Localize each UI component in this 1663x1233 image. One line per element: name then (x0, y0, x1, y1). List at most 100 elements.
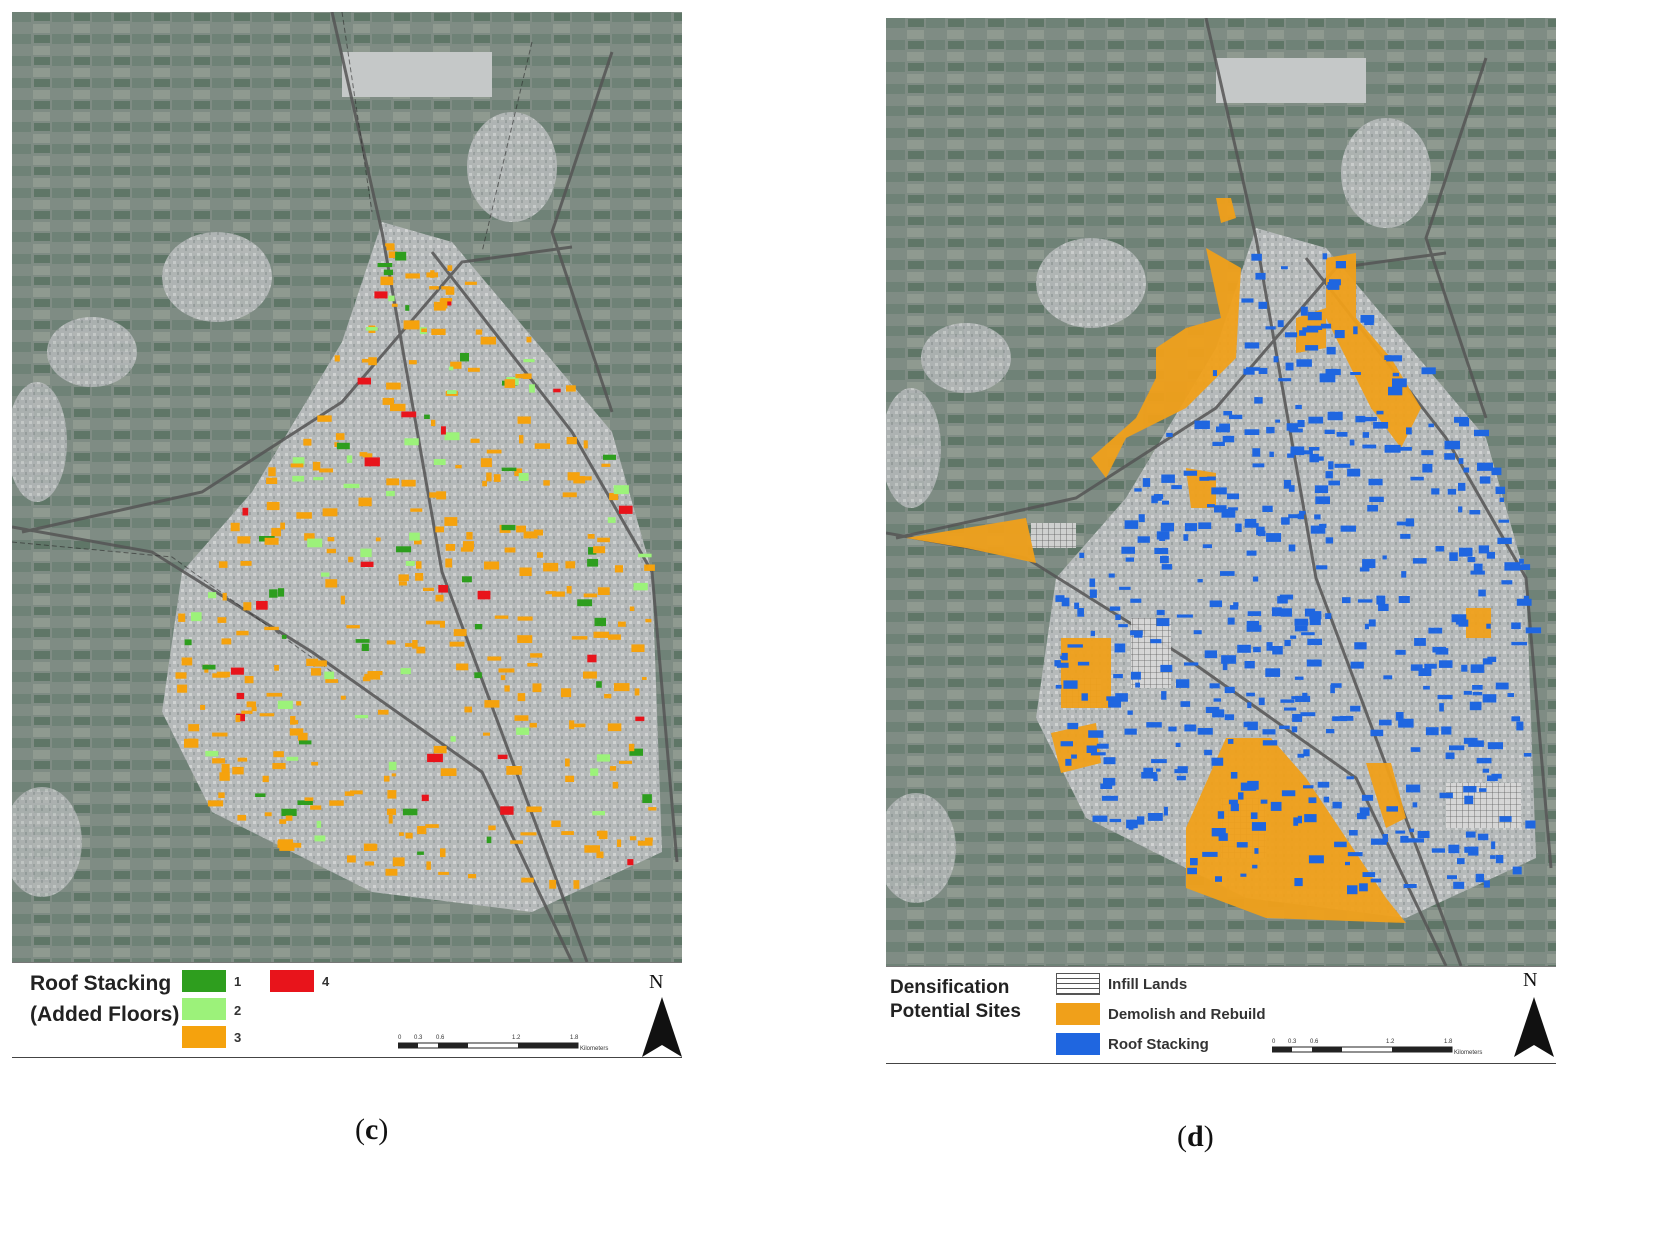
parcel (1211, 487, 1227, 495)
parcel (1371, 838, 1387, 845)
parcel (1147, 813, 1163, 821)
parcel (1246, 625, 1262, 632)
parcel (445, 558, 453, 568)
parcel (1213, 698, 1221, 702)
parcel (1474, 429, 1489, 437)
parcel (483, 732, 490, 736)
parcel (1137, 816, 1145, 825)
parcel (1086, 745, 1097, 753)
parcel (1217, 811, 1225, 819)
parcel (1171, 485, 1182, 490)
parcel (1491, 467, 1502, 476)
parcel (1384, 444, 1401, 453)
parcel (438, 871, 449, 875)
parcel (408, 360, 417, 365)
parcel (1483, 880, 1490, 888)
parcel (609, 493, 619, 501)
parcel (474, 624, 483, 630)
parcel (319, 468, 333, 473)
parcel (404, 438, 419, 446)
parcel (1422, 463, 1433, 473)
parcel (1475, 873, 1484, 883)
satellite-map-c (12, 12, 682, 962)
parcel (1388, 386, 1403, 396)
legend-label-demolish: Demolish and Rebuild (1108, 1006, 1266, 1023)
parcel (1350, 705, 1361, 712)
parcel (1467, 557, 1476, 563)
parcel (405, 643, 418, 647)
parcel (592, 811, 605, 816)
parcel (1243, 368, 1255, 375)
parcel (1294, 618, 1309, 626)
parcel (230, 667, 244, 675)
parcel (1244, 342, 1260, 349)
parcel (1332, 716, 1348, 722)
parcel (627, 859, 634, 866)
parcel (440, 768, 457, 776)
parcel (388, 295, 395, 302)
parcel (1227, 493, 1239, 500)
parcel (468, 874, 477, 879)
parcel (1414, 638, 1426, 646)
parcel (1146, 722, 1162, 728)
parcel (607, 517, 616, 523)
parcel (1314, 514, 1321, 520)
parcel (1205, 706, 1220, 713)
parcel (1221, 655, 1237, 664)
parcel (383, 269, 393, 276)
parcel (1067, 644, 1083, 648)
parcel (1441, 726, 1452, 735)
parcel (241, 710, 253, 714)
parcel (237, 757, 248, 762)
parcel (1469, 701, 1482, 711)
parcel (444, 517, 458, 526)
parcel (1272, 646, 1283, 655)
parcel (1402, 721, 1408, 725)
parcel (1405, 518, 1415, 527)
parcel (1449, 552, 1458, 561)
parcel (1184, 523, 1197, 532)
parcel (1339, 715, 1354, 721)
parcel (583, 593, 598, 598)
parcel (388, 814, 393, 824)
parcel (574, 723, 586, 728)
parcel (296, 701, 302, 706)
parcel (448, 366, 454, 371)
parcel (1193, 630, 1202, 635)
parcel (336, 442, 350, 450)
parcel (1458, 482, 1466, 491)
parcel (1410, 476, 1424, 481)
parcel (274, 665, 279, 671)
parcel (364, 457, 380, 467)
parcel (1346, 776, 1354, 780)
parcel (1212, 370, 1217, 377)
parcel (1187, 867, 1197, 875)
parcel (1479, 476, 1491, 484)
parcel (212, 758, 226, 764)
parcel (517, 635, 533, 643)
parcel (286, 756, 299, 761)
parcel (398, 574, 409, 582)
parcel (1254, 848, 1259, 854)
parcel (386, 490, 395, 497)
parcel (1324, 429, 1335, 434)
parcel (1417, 831, 1430, 838)
parcel (1418, 668, 1432, 676)
parcel (1347, 885, 1358, 895)
parcel (1289, 428, 1303, 433)
parcel (1207, 504, 1215, 508)
legend-d: Densification Potential Sites Infill Lan… (886, 966, 1556, 1064)
parcel (1219, 423, 1230, 429)
parcel (290, 720, 299, 725)
parcel (1326, 729, 1335, 734)
parcel (1297, 753, 1305, 758)
parcel (1138, 514, 1145, 523)
parcel (1512, 866, 1522, 875)
parcel (387, 808, 396, 815)
parcel (1281, 517, 1290, 525)
parcel (604, 693, 612, 699)
parcel (237, 814, 247, 821)
parcel (1447, 488, 1457, 495)
parcel (1362, 432, 1370, 438)
parcel (1288, 485, 1295, 492)
